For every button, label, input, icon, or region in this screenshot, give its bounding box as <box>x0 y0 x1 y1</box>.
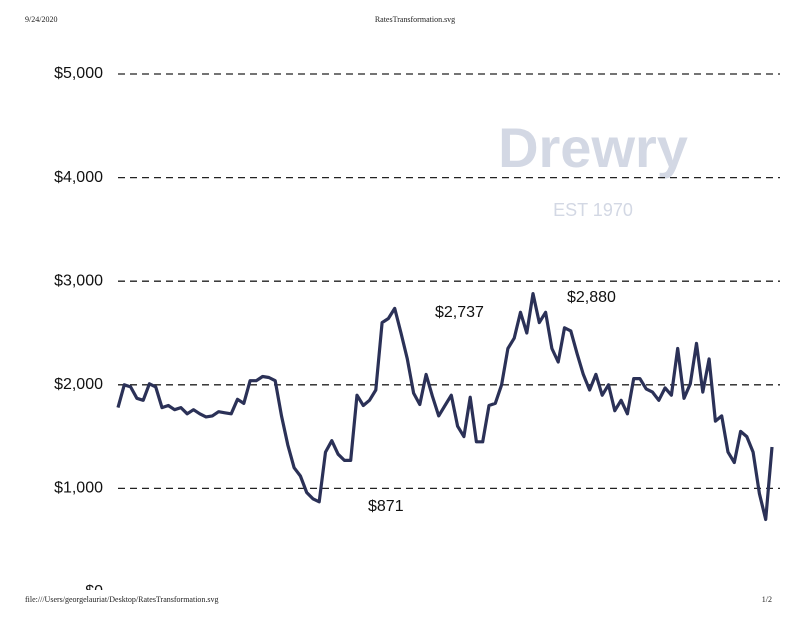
footer-path: file:///Users/georgelauriat/Desktop/Rate… <box>25 595 219 604</box>
footer-band <box>0 590 800 618</box>
rate-line <box>116 292 774 522</box>
y-tick-label: $2,000 <box>54 376 103 393</box>
print-date: 9/24/2020 <box>25 15 57 24</box>
watermark-name: Drewry <box>498 116 688 179</box>
y-tick-label: $5,000 <box>54 65 103 82</box>
y-tick-label: $1,000 <box>54 480 103 497</box>
watermark-sub: EST 1970 <box>553 200 633 220</box>
print-file: RatesTransformation.svg <box>375 15 455 24</box>
y-tick-label: $3,000 <box>54 272 103 289</box>
y-tick-label: $4,000 <box>54 169 103 186</box>
annotation: $2,880 <box>567 289 616 306</box>
annotation: $871 <box>368 498 404 515</box>
footer-page: 1/2 <box>762 595 772 604</box>
annotation: $2,737 <box>435 304 484 321</box>
